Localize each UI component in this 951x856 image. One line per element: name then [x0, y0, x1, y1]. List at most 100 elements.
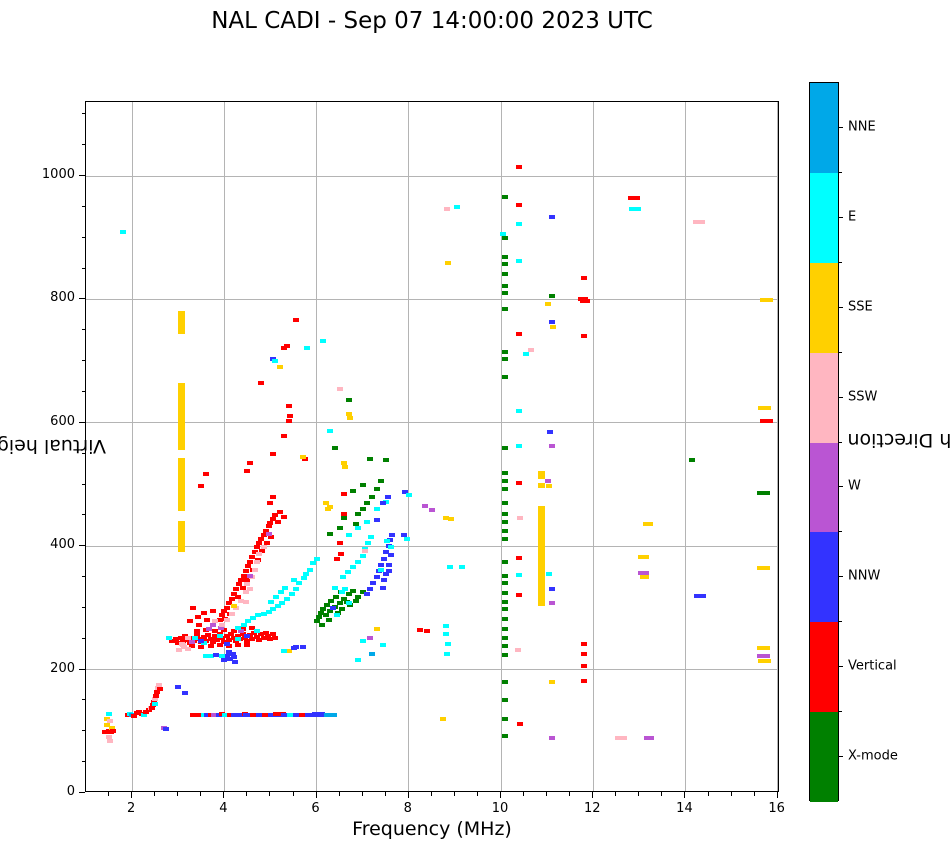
data-point-X-mode — [341, 516, 348, 521]
data-point-X-mode — [364, 501, 371, 506]
data-point-Vertical — [258, 632, 265, 637]
data-point-Vertical — [193, 633, 200, 638]
data-point-X-mode — [548, 294, 555, 299]
data-point-Vertical — [230, 636, 237, 641]
data-point-SSW — [212, 618, 219, 623]
data-point-Vertical — [221, 639, 228, 644]
data-point-Vertical — [212, 634, 219, 639]
data-point-Vertical — [281, 514, 288, 519]
data-point-Vertical — [244, 638, 251, 643]
data-point-Vertical — [195, 712, 202, 717]
data-point-E — [106, 712, 113, 717]
data-point-Vertical — [260, 533, 267, 538]
data-point-Vertical — [240, 573, 247, 578]
data-point-X-mode — [501, 291, 508, 296]
data-point-E — [268, 599, 275, 604]
y-tick-label: 800 — [50, 290, 75, 306]
data-point-X-mode — [313, 619, 320, 624]
data-point-SSE — [642, 522, 653, 526]
data-point-SSW — [361, 549, 368, 554]
data-point-X-mode — [353, 598, 360, 603]
data-point-E — [442, 623, 449, 628]
data-point-Vertical — [179, 639, 186, 644]
data-point-SSW — [242, 599, 249, 604]
colorbar-tick — [839, 486, 843, 488]
data-point-Vertical — [516, 203, 523, 208]
data-point-X-mode — [501, 591, 508, 596]
data-point-E — [516, 409, 523, 414]
data-point-Vertical — [228, 632, 235, 637]
data-point-E — [367, 534, 374, 539]
data-point-NNW — [231, 655, 238, 660]
data-point-E — [458, 565, 465, 570]
data-point-E — [270, 607, 277, 612]
data-point-E — [265, 609, 272, 614]
data-point-X-mode — [501, 350, 508, 355]
data-point-Vertical — [269, 631, 276, 636]
data-point-E — [383, 539, 390, 544]
data-point-Vertical — [145, 708, 152, 713]
data-point-NNW — [244, 633, 251, 638]
data-point-X-mode — [378, 479, 385, 484]
x-major-tick — [592, 792, 594, 798]
data-point-Vertical — [109, 729, 116, 734]
data-point-X-mode — [501, 262, 508, 267]
data-point-Vertical — [284, 344, 291, 349]
y-minor-tick — [81, 329, 85, 331]
data-point-E — [282, 586, 289, 591]
data-point-Vertical — [274, 519, 281, 524]
data-point-X-mode — [501, 635, 508, 640]
y-tick-label: 0 — [66, 784, 75, 799]
data-point-X-mode — [320, 607, 327, 612]
x-tick-label: 14 — [676, 801, 693, 816]
data-bar-SSE — [177, 311, 185, 334]
data-point-W — [189, 640, 196, 645]
data-point-SSE — [549, 324, 556, 329]
data-point-Vertical — [182, 633, 189, 638]
colorbar-tick — [839, 576, 843, 578]
data-point-NNW — [269, 356, 276, 361]
data-point-E — [355, 525, 362, 530]
data-point-X-mode — [501, 716, 508, 721]
x-minor-tick — [476, 792, 478, 796]
y-minor-tick — [81, 483, 85, 485]
data-point-SSE — [546, 483, 553, 488]
data-point-NNW — [163, 726, 170, 731]
data-dash-NNW — [243, 712, 257, 717]
data-point-SSW — [176, 647, 183, 652]
x-tick-label: 8 — [403, 801, 412, 816]
data-point-X-mode — [501, 283, 508, 288]
data-bar-SSE — [177, 382, 185, 450]
data-point-Vertical — [230, 592, 237, 597]
data-point-NNW — [329, 605, 336, 610]
data-point-E — [403, 537, 410, 542]
data-point-NNW — [379, 586, 386, 591]
data-dash-X-mode — [757, 491, 771, 496]
data-point-E — [378, 567, 385, 572]
data-point-NNW — [387, 538, 394, 543]
x-minor-tick — [453, 792, 455, 796]
data-point-Vertical — [285, 418, 292, 423]
data-point-Vertical — [244, 642, 251, 647]
data-dash-NNE — [323, 712, 337, 717]
data-point-SSW — [224, 618, 231, 623]
data-point-SSW — [106, 734, 113, 739]
data-point-E — [309, 561, 316, 566]
data-point-NNW — [364, 592, 371, 597]
colorbar-label-SSW: SSW — [848, 389, 878, 405]
data-point-E — [293, 587, 300, 592]
data-point-Vertical — [216, 618, 223, 623]
data-point-Vertical — [269, 451, 276, 456]
x-major-tick — [684, 792, 686, 798]
data-point-W — [421, 504, 428, 509]
data-point-Vertical — [244, 468, 251, 473]
data-point-X-mode — [359, 482, 366, 487]
data-point-Vertical — [203, 618, 210, 623]
data-point-SSW — [219, 623, 226, 628]
data-point-W — [211, 713, 218, 718]
data-point-E — [296, 581, 303, 586]
data-point-E — [334, 613, 341, 618]
x-major-tick — [131, 792, 133, 798]
data-point-Vertical — [212, 629, 219, 634]
data-point-Vertical — [267, 520, 274, 525]
